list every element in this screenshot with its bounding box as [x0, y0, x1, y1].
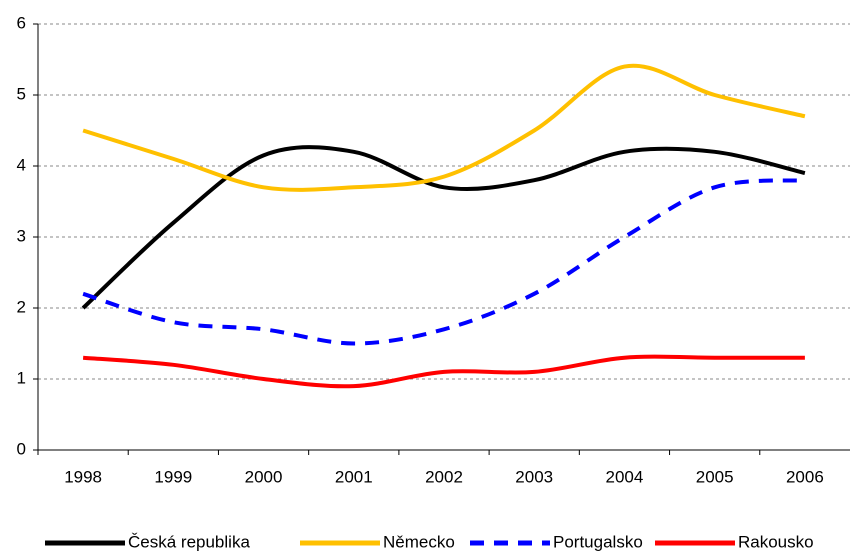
legend-label: Česká republika: [128, 532, 250, 551]
x-tick-label: 2002: [425, 467, 463, 486]
x-tick-label: 2006: [786, 467, 824, 486]
legend-label: Německo: [383, 532, 455, 551]
x-tick-label: 2003: [515, 467, 553, 486]
x-tick-label: 1999: [154, 467, 192, 486]
series-line: [81, 145, 806, 310]
y-tick-label: 0: [17, 439, 26, 458]
x-tick-label: 2005: [696, 467, 734, 486]
legend-label: Rakousko: [738, 532, 814, 551]
x-tick-label: 1998: [64, 467, 102, 486]
series-line: [82, 63, 806, 192]
y-tick-label: 5: [17, 84, 26, 103]
y-tick-label: 4: [17, 155, 26, 174]
y-tick-label: 2: [17, 297, 26, 316]
legend-label: Portugalsko: [553, 532, 643, 551]
y-tick-label: 3: [17, 226, 26, 245]
y-tick-label: 6: [17, 13, 26, 32]
y-tick-label: 1: [17, 368, 26, 387]
x-tick-label: 2001: [335, 467, 373, 486]
x-tick-label: 2004: [606, 467, 644, 486]
series-line: [82, 354, 805, 389]
series-line: [82, 178, 806, 346]
x-tick-label: 2000: [245, 467, 283, 486]
